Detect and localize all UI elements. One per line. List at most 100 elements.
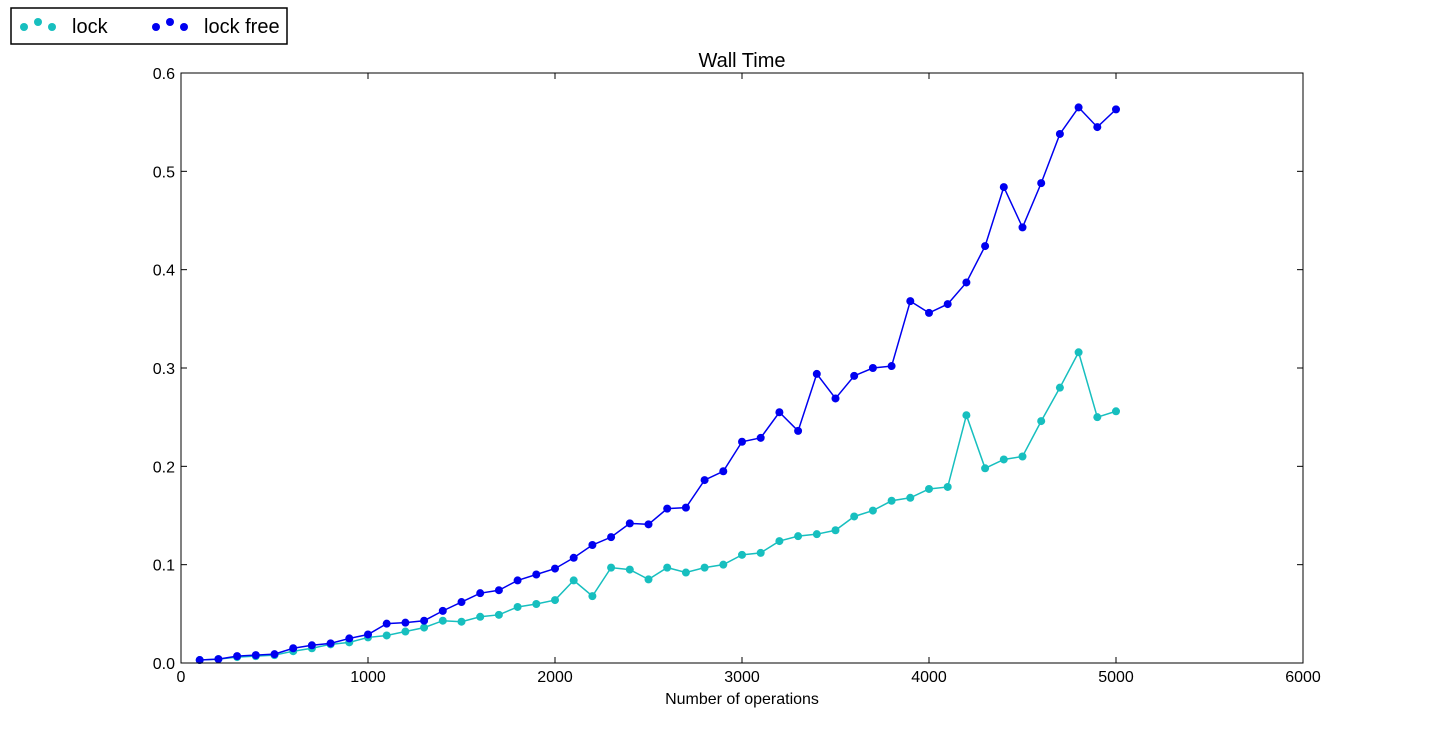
data-point <box>1074 348 1083 357</box>
data-point <box>364 630 372 639</box>
data-point <box>1037 417 1046 426</box>
data-point <box>1093 413 1102 422</box>
legend: lock lock free <box>10 7 288 45</box>
data-point <box>999 183 1008 192</box>
series-lock-free <box>195 103 1120 665</box>
data-point <box>307 641 316 650</box>
data-point <box>719 560 728 569</box>
data-point <box>644 520 653 529</box>
plot-area: 0 1000 2000 3000 4000 5000 6000 0.0 0.1 0.2 0.3 0.4… <box>153 66 1321 686</box>
data-point <box>494 610 503 619</box>
data-point <box>401 627 410 636</box>
data-point <box>663 563 672 572</box>
data-point <box>233 652 242 661</box>
legend-entry: lock free <box>152 16 280 38</box>
data-point <box>438 616 447 625</box>
legend-marker <box>180 23 188 31</box>
y-tick-label: 0.3 <box>153 361 175 378</box>
data-point <box>868 364 877 372</box>
data-point <box>289 644 298 653</box>
data-point <box>457 598 466 607</box>
data-point <box>270 650 279 659</box>
data-point <box>345 634 354 643</box>
data-point <box>1074 103 1083 112</box>
legend-marker <box>152 23 160 31</box>
series-lock <box>195 348 1120 665</box>
data-point <box>719 467 728 476</box>
legend-entry: lock <box>20 16 109 38</box>
data-point <box>532 600 541 608</box>
data-point <box>681 503 690 512</box>
legend-box <box>10 7 288 45</box>
series-line <box>199 350 1117 661</box>
data-point <box>794 426 803 435</box>
x-tick-label: 1000 <box>350 669 386 686</box>
data-point <box>588 541 597 549</box>
chart-title: Wall Time <box>698 50 785 72</box>
x-tick-label: 6000 <box>1285 669 1321 686</box>
data-point <box>494 586 503 595</box>
data-point <box>775 537 784 546</box>
data-point <box>438 606 447 615</box>
data-point <box>607 533 616 542</box>
data-point <box>569 576 578 585</box>
data-point <box>794 532 803 541</box>
data-point <box>420 623 429 632</box>
y-tick-label: 0.6 <box>153 66 175 83</box>
data-point <box>457 617 466 626</box>
data-point <box>401 618 410 627</box>
data-point <box>513 576 522 585</box>
data-point <box>943 300 952 309</box>
data-point <box>962 278 971 287</box>
data-point <box>476 589 485 598</box>
data-point <box>700 563 709 572</box>
data-point <box>943 482 952 491</box>
data-point <box>326 639 335 648</box>
data-point <box>607 563 616 572</box>
data-point <box>925 484 933 493</box>
data-point <box>1055 129 1064 138</box>
legend-label: lock free <box>204 16 280 38</box>
legend-marker <box>34 18 42 26</box>
data-point <box>981 464 990 473</box>
data-point <box>738 550 746 559</box>
data-point <box>420 616 429 625</box>
data-point <box>906 493 915 502</box>
data-point <box>382 631 391 640</box>
legend-marker <box>48 23 56 31</box>
data-point <box>1037 179 1046 188</box>
data-point <box>775 408 784 417</box>
data-point <box>551 596 559 605</box>
data-point <box>1018 223 1027 232</box>
data-point <box>251 651 260 660</box>
legend-marker <box>20 23 28 31</box>
data-point <box>812 369 821 378</box>
data-point <box>1112 105 1120 114</box>
data-point <box>999 455 1008 464</box>
plot-frame <box>180 72 1304 664</box>
data-point <box>663 504 672 513</box>
data-point <box>382 619 391 628</box>
data-point <box>812 530 821 539</box>
legend-label: lock <box>72 16 109 38</box>
data-point <box>513 602 522 611</box>
legend-marker <box>166 18 174 26</box>
data-point <box>1093 123 1102 132</box>
data-point <box>532 570 541 579</box>
data-point <box>831 526 840 535</box>
y-tick-label: 0.1 <box>153 558 175 575</box>
data-point <box>925 308 933 317</box>
y-tick-label: 0.4 <box>153 263 175 280</box>
data-point <box>868 506 877 515</box>
series-line <box>199 106 1117 661</box>
data-point <box>588 592 597 601</box>
data-point <box>850 371 859 380</box>
data-point <box>625 565 634 574</box>
data-point <box>1018 452 1027 461</box>
data-point <box>644 575 653 584</box>
data-point <box>981 242 990 251</box>
data-point <box>625 519 634 528</box>
x-tick-label: 3000 <box>724 669 760 686</box>
x-tick-label: 2000 <box>537 669 573 686</box>
data-point <box>887 362 896 371</box>
